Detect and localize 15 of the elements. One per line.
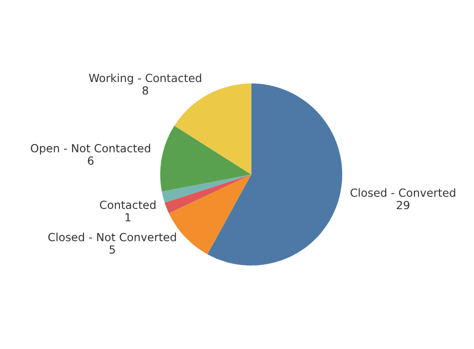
slice-label: Contacted: [100, 200, 156, 210]
slice-label: Working - Contacted: [88, 74, 202, 84]
data-label: 1: [126, 213, 130, 222]
slice-label: Closed - Converted: [350, 188, 456, 197]
pie-slice: [207, 83, 342, 266]
data-label: 5: [110, 245, 115, 254]
data-label: 6: [88, 156, 94, 165]
data-label: 29: [396, 200, 410, 210]
pie-slice: [174, 83, 252, 174]
pie-slice: [162, 174, 252, 203]
slice-label: Open - Not Contacted: [30, 144, 150, 155]
pie-slice: [160, 126, 252, 192]
pie-slice: [164, 174, 252, 214]
data-label: 8: [142, 86, 148, 95]
slice-label: Closed - Not Converted: [48, 232, 176, 242]
